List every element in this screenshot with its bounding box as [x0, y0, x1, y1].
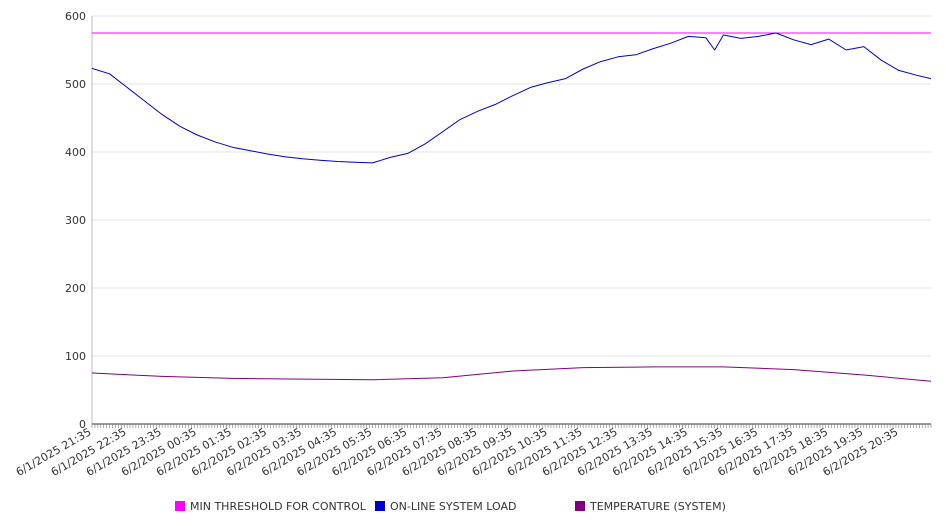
legend-item-temperature[interactable]: TEMPERATURE (SYSTEM)	[575, 497, 726, 515]
y-tick-label: 300	[65, 214, 86, 227]
y-tick-label: 100	[65, 350, 86, 363]
y-tick-label: 200	[65, 282, 86, 295]
legend-item-system-load[interactable]: ON-LINE SYSTEM LOAD	[375, 497, 516, 515]
y-tick-label: 500	[65, 78, 86, 91]
series-temperature-line	[91, 366, 932, 382]
series-layer	[91, 32, 932, 382]
legend-swatch-min-threshold	[175, 501, 185, 511]
legend-item-min-threshold[interactable]: MIN THRESHOLD FOR CONTROL	[175, 497, 366, 515]
legend-label-temperature: TEMPERATURE (SYSTEM)	[590, 499, 726, 513]
axis-layer	[91, 16, 932, 428]
y-tick-label: 600	[65, 10, 86, 23]
legend-label-system-load: ON-LINE SYSTEM LOAD	[390, 499, 517, 513]
legend: MIN THRESHOLD FOR CONTROL ON-LINE SYSTEM…	[0, 497, 946, 515]
legend-swatch-system-load	[375, 501, 385, 511]
legend-swatch-temperature	[575, 501, 585, 511]
series-system-load-line	[91, 32, 932, 164]
grid-layer	[92, 15, 931, 357]
legend-label-min-threshold: MIN THRESHOLD FOR CONTROL	[190, 499, 366, 513]
y-tick-label: 400	[65, 146, 86, 159]
y-tick-label: 0	[79, 418, 86, 431]
